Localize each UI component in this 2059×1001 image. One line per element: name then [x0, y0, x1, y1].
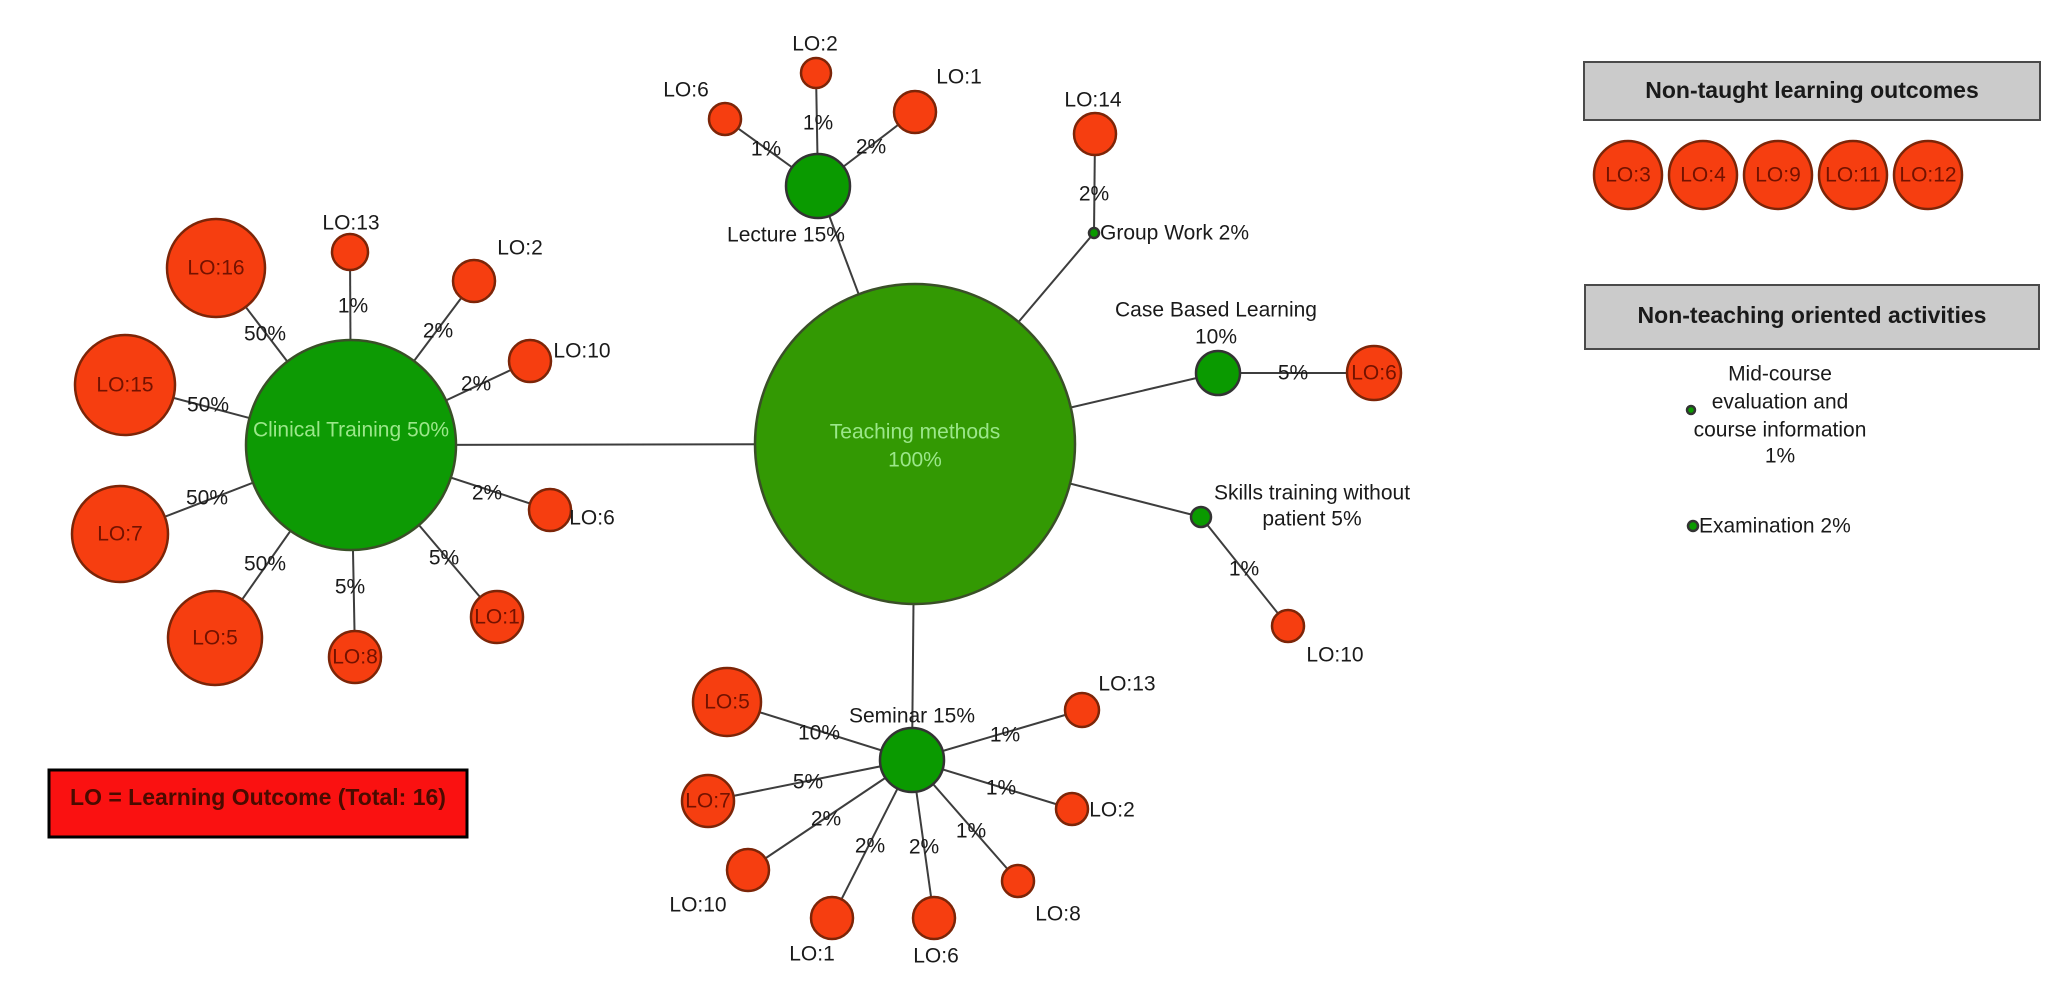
svg-text:LO:15: LO:15 [96, 374, 153, 397]
svg-text:patient 5%: patient 5% [1262, 508, 1361, 531]
svg-text:LO:10: LO:10 [1306, 644, 1363, 667]
svg-text:5%: 5% [335, 576, 365, 599]
svg-text:LO:16: LO:16 [187, 257, 244, 280]
svg-text:1%: 1% [956, 820, 986, 843]
svg-text:2%: 2% [461, 373, 491, 396]
svg-text:LO:2: LO:2 [1089, 799, 1135, 822]
svg-text:Teaching methods: Teaching methods [830, 421, 1000, 444]
svg-text:1%: 1% [1229, 558, 1259, 581]
svg-text:10%: 10% [798, 722, 840, 745]
svg-text:2%: 2% [1079, 183, 1109, 206]
svg-text:Non-taught learning outcomes: Non-taught learning outcomes [1645, 77, 1979, 103]
svg-text:LO:10: LO:10 [553, 340, 610, 363]
svg-text:50%: 50% [244, 323, 286, 346]
svg-text:1%: 1% [803, 112, 833, 135]
svg-text:LO:9: LO:9 [1755, 164, 1801, 187]
svg-text:LO:1: LO:1 [936, 66, 982, 89]
svg-text:1%: 1% [338, 295, 368, 318]
svg-text:100%: 100% [888, 449, 942, 472]
svg-text:LO:7: LO:7 [685, 790, 731, 813]
svg-text:2%: 2% [423, 320, 453, 343]
svg-text:Clinical Training 50%: Clinical Training 50% [253, 419, 449, 442]
svg-text:LO:11: LO:11 [1825, 164, 1881, 187]
svg-text:LO:8: LO:8 [332, 646, 378, 669]
svg-text:2%: 2% [909, 836, 939, 859]
svg-text:LO:6: LO:6 [569, 507, 615, 530]
svg-text:course information: course information [1694, 419, 1867, 442]
svg-text:LO:10: LO:10 [669, 894, 726, 917]
svg-text:50%: 50% [186, 487, 228, 510]
svg-text:LO:5: LO:5 [192, 627, 238, 650]
svg-text:Examination 2%: Examination 2% [1699, 515, 1851, 538]
svg-text:2%: 2% [472, 482, 502, 505]
svg-text:Case Based Learning: Case Based Learning [1115, 299, 1317, 322]
svg-text:Mid-course: Mid-course [1728, 363, 1832, 386]
svg-text:LO:13: LO:13 [322, 212, 379, 235]
svg-text:LO:3: LO:3 [1605, 164, 1651, 187]
svg-text:LO = Learning Outcome (Total:: LO = Learning Outcome (Total: 16) [70, 784, 446, 810]
svg-text:Seminar 15%: Seminar 15% [849, 705, 975, 728]
svg-text:2%: 2% [811, 808, 841, 831]
svg-text:2%: 2% [855, 835, 885, 858]
svg-text:50%: 50% [244, 553, 286, 576]
svg-text:Non-teaching oriented activiti: Non-teaching oriented activities [1638, 302, 1987, 328]
svg-text:LO:7: LO:7 [97, 523, 143, 546]
svg-text:LO:6: LO:6 [663, 79, 709, 102]
svg-text:LO:4: LO:4 [1680, 164, 1726, 187]
svg-text:evaluation and: evaluation and [1712, 391, 1849, 414]
svg-text:LO:2: LO:2 [497, 237, 543, 260]
svg-text:5%: 5% [793, 771, 823, 794]
svg-text:Lecture 15%: Lecture 15% [727, 224, 845, 247]
svg-text:LO:2: LO:2 [792, 33, 838, 56]
svg-text:LO:13: LO:13 [1098, 673, 1155, 696]
svg-text:10%: 10% [1195, 326, 1237, 349]
svg-text:1%: 1% [1765, 445, 1795, 468]
svg-text:5%: 5% [429, 547, 459, 570]
svg-text:LO:5: LO:5 [704, 691, 750, 714]
svg-text:LO:12: LO:12 [1899, 164, 1956, 187]
svg-text:2%: 2% [856, 136, 886, 159]
svg-text:Group Work 2%: Group Work 2% [1100, 222, 1249, 245]
svg-text:1%: 1% [986, 777, 1016, 800]
svg-text:1%: 1% [751, 138, 781, 161]
svg-text:LO:1: LO:1 [474, 606, 520, 629]
svg-text:1%: 1% [990, 724, 1020, 747]
svg-text:LO:14: LO:14 [1064, 89, 1122, 112]
svg-text:50%: 50% [187, 394, 229, 417]
svg-text:LO:1: LO:1 [789, 943, 835, 966]
svg-text:LO:8: LO:8 [1035, 903, 1081, 926]
svg-text:5%: 5% [1278, 362, 1308, 385]
svg-text:Skills training without: Skills training without [1214, 482, 1410, 505]
svg-text:LO:6: LO:6 [1351, 362, 1397, 385]
svg-text:LO:6: LO:6 [913, 945, 959, 968]
